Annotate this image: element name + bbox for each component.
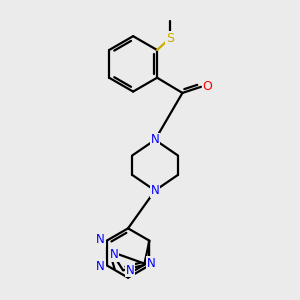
Text: N: N [96,260,105,273]
Text: N: N [147,257,155,270]
Text: N: N [110,248,118,261]
Text: N: N [126,264,135,277]
Text: N: N [151,134,159,146]
Text: O: O [202,80,212,93]
Text: S: S [166,32,174,45]
Text: N: N [151,184,159,197]
Text: N: N [96,233,105,246]
